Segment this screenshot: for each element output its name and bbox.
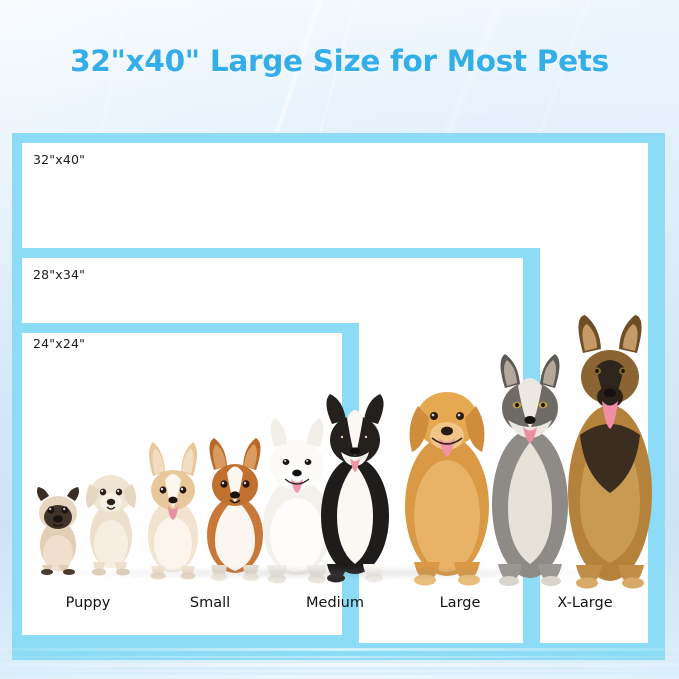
size-label-24x24: 24"x24" xyxy=(33,336,86,351)
page-title: 32"x40" Large Size for Most Pets xyxy=(70,44,609,78)
dog-shadow xyxy=(30,566,630,580)
pet-size-label-medium: Medium xyxy=(306,595,364,611)
size-label-28x34: 28"x34" xyxy=(33,267,86,282)
size-label-32x40: 32"x40" xyxy=(33,152,86,167)
pet-size-label-puppy: Puppy xyxy=(65,595,111,611)
pet-size-label-x-large: X-Large xyxy=(557,595,613,611)
pet-size-label-small: Small xyxy=(189,595,231,611)
pet-size-label-large: Large xyxy=(439,595,481,611)
